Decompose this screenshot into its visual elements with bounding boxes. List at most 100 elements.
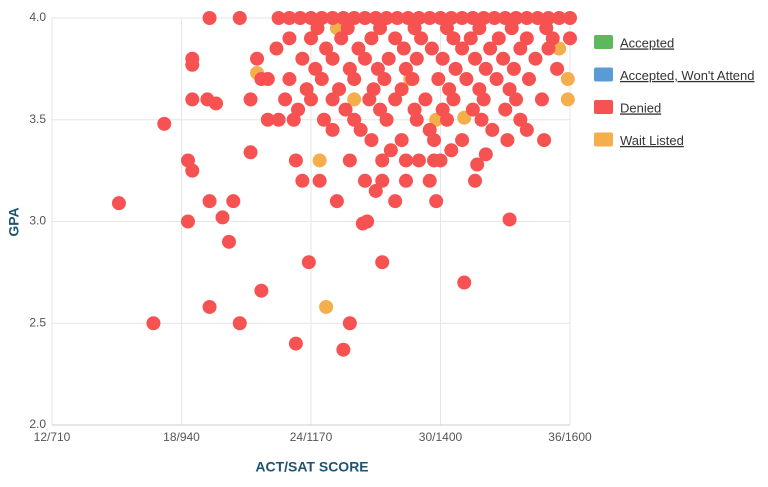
point — [429, 112, 444, 127]
x-tick-label: 36/1600 — [548, 430, 592, 444]
point — [485, 122, 500, 137]
point — [304, 31, 318, 46]
y-axis-title: GPA — [6, 207, 22, 236]
point — [388, 194, 403, 209]
point — [243, 92, 258, 107]
point — [325, 11, 340, 25]
point — [519, 122, 534, 137]
point — [424, 41, 439, 56]
point — [347, 92, 362, 107]
point — [209, 96, 224, 111]
point — [185, 57, 200, 72]
point — [398, 153, 413, 168]
point — [528, 51, 543, 66]
point — [260, 112, 275, 127]
point — [552, 11, 567, 25]
point — [373, 102, 388, 117]
legend-swatch[interactable] — [594, 100, 613, 114]
point — [468, 51, 483, 66]
legend-swatch[interactable] — [594, 35, 613, 49]
x-tick-label: 18/940 — [163, 430, 200, 444]
point — [381, 51, 396, 66]
point — [396, 41, 411, 56]
point — [286, 112, 301, 127]
point — [111, 196, 126, 211]
legend-label[interactable]: Wait Listed — [620, 133, 684, 148]
point — [304, 11, 318, 25]
point — [500, 133, 515, 148]
point — [513, 41, 528, 56]
point — [478, 61, 493, 76]
point — [342, 316, 357, 331]
point — [388, 92, 403, 107]
point — [439, 21, 454, 36]
point — [146, 316, 161, 331]
point — [433, 11, 448, 25]
legend-label[interactable]: Accepted — [620, 35, 674, 50]
point — [409, 112, 424, 127]
point — [418, 92, 433, 107]
point — [288, 336, 303, 351]
point — [347, 11, 362, 25]
point — [310, 21, 325, 36]
point — [185, 163, 200, 178]
point — [446, 92, 461, 107]
point — [530, 11, 545, 25]
legend-label[interactable]: Denied — [620, 100, 661, 115]
legend-label[interactable]: Accepted, Won't Attend — [620, 68, 755, 83]
point — [353, 122, 368, 137]
point — [422, 11, 437, 25]
point — [202, 299, 217, 314]
point — [282, 72, 297, 87]
point — [243, 145, 258, 160]
point — [502, 82, 517, 97]
point — [226, 194, 241, 209]
point — [411, 153, 426, 168]
point — [427, 153, 442, 168]
point — [398, 173, 413, 188]
point — [498, 11, 513, 25]
point — [232, 11, 247, 25]
point — [250, 51, 265, 66]
point — [370, 61, 385, 76]
point — [398, 61, 413, 76]
point — [364, 31, 379, 46]
point — [394, 133, 409, 148]
point — [496, 51, 511, 66]
legend-swatch[interactable] — [594, 67, 613, 82]
point — [295, 51, 310, 66]
y-tick-label: 2.5 — [29, 315, 46, 329]
point — [489, 72, 504, 87]
point — [534, 92, 549, 107]
point — [342, 153, 357, 168]
point — [316, 112, 331, 127]
x-tick-label: 12/710 — [34, 430, 71, 444]
x-tick-label: 24/1170 — [290, 430, 333, 444]
point — [304, 92, 318, 107]
point — [364, 133, 379, 148]
point — [502, 212, 517, 227]
point — [483, 41, 498, 56]
point — [519, 31, 534, 46]
point — [509, 92, 524, 107]
point — [487, 11, 502, 25]
point — [537, 133, 552, 148]
point — [254, 283, 269, 298]
point — [379, 112, 394, 127]
point — [427, 133, 442, 148]
point — [414, 31, 429, 46]
point — [157, 116, 172, 131]
point — [202, 11, 217, 25]
point — [478, 147, 493, 162]
point — [431, 72, 446, 87]
point — [202, 194, 217, 209]
point — [388, 31, 403, 46]
legend-swatch[interactable] — [594, 132, 613, 147]
point — [314, 72, 329, 87]
point — [215, 210, 230, 225]
point — [325, 51, 340, 66]
point — [338, 102, 353, 117]
point — [394, 82, 409, 97]
y-tick-label: 3.0 — [29, 214, 46, 228]
point — [550, 61, 565, 76]
